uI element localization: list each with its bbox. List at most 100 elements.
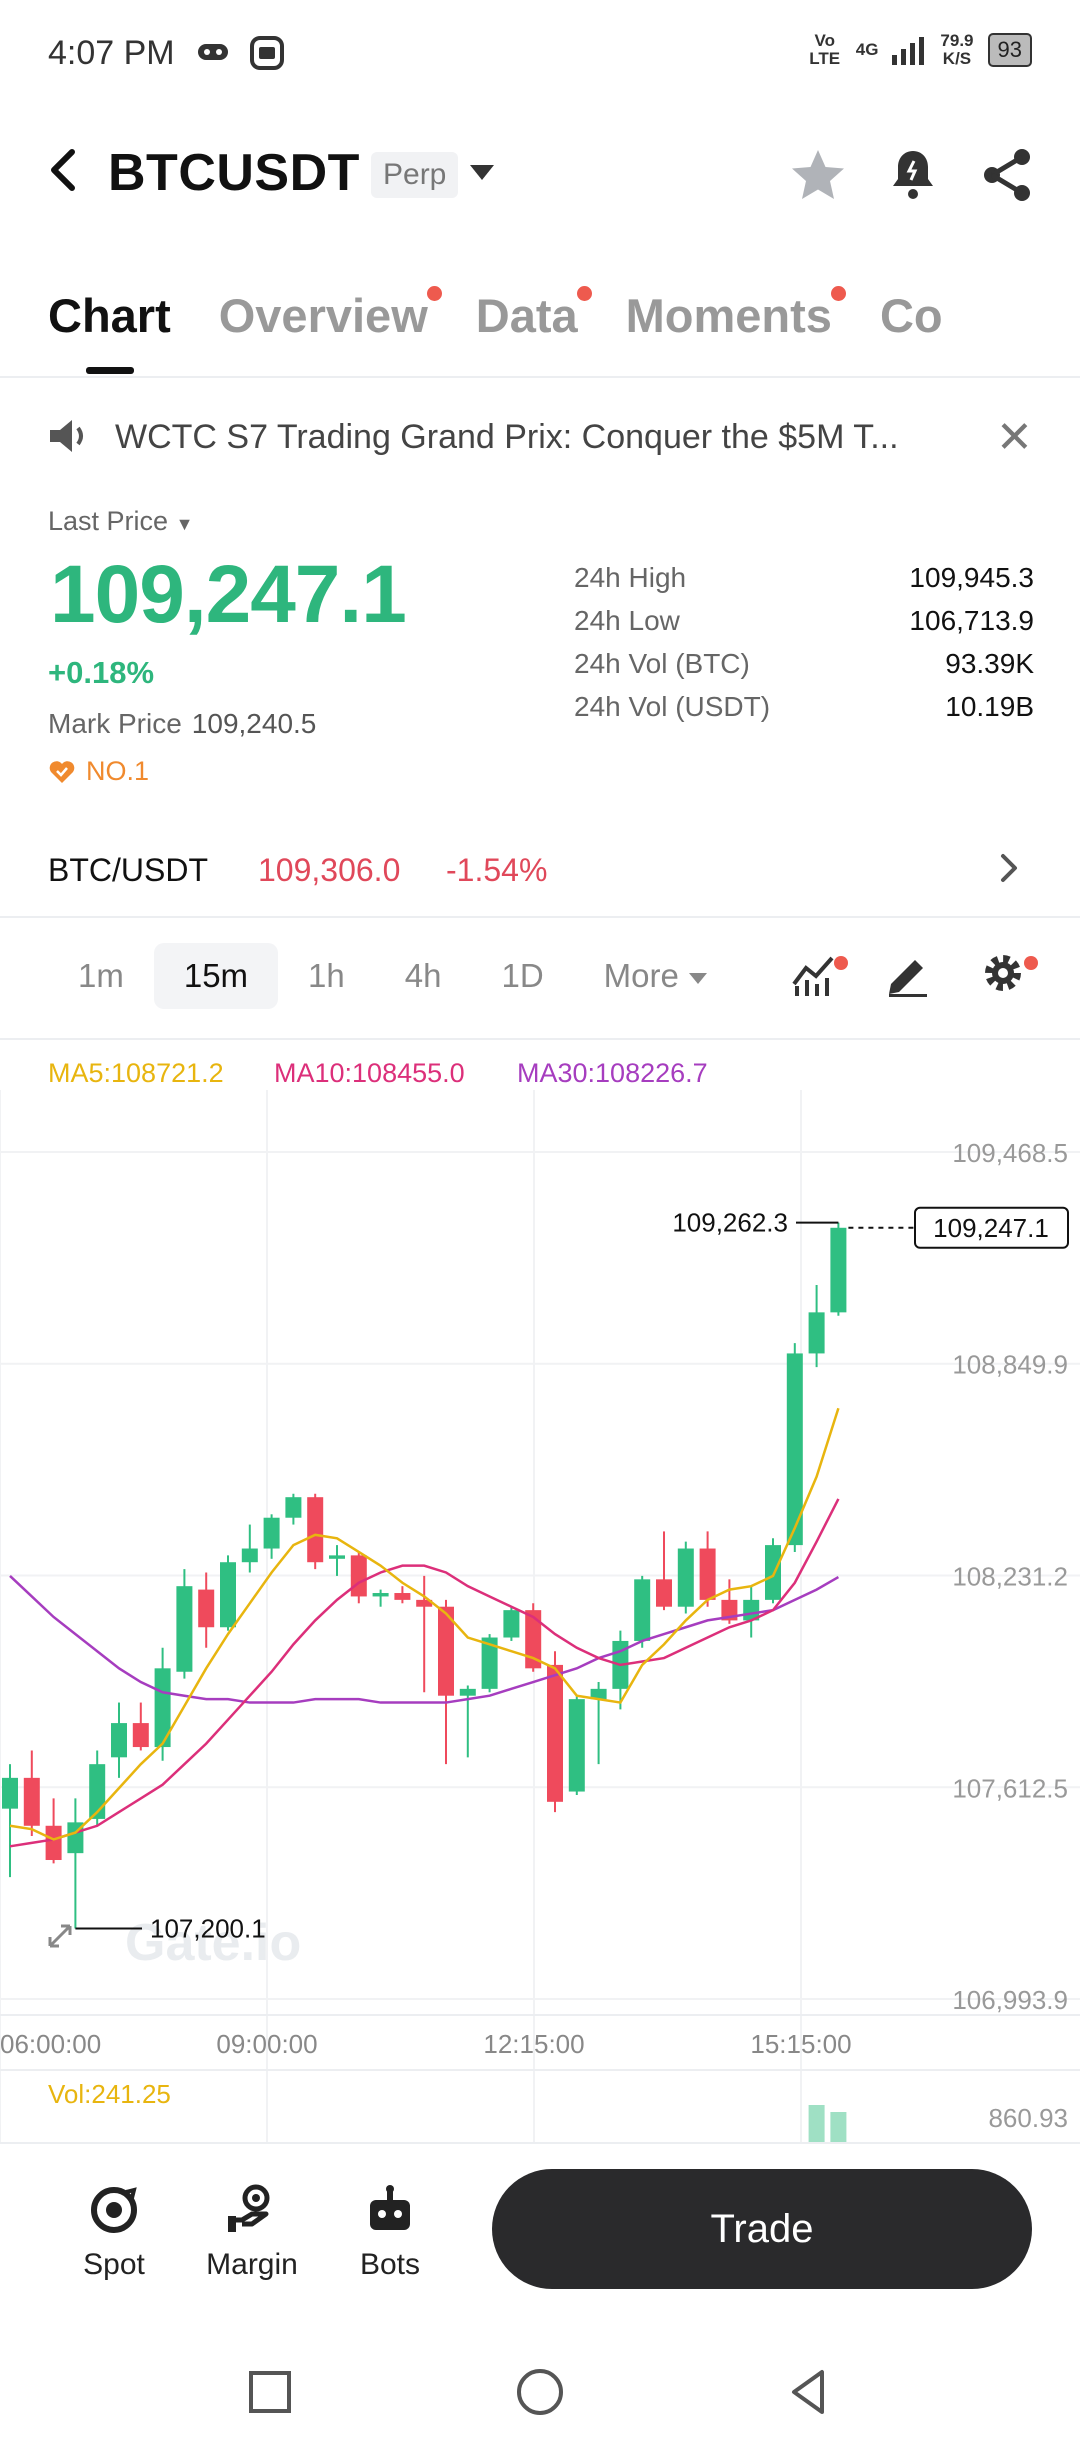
candle-body	[198, 1589, 215, 1628]
contract-type-badge: Perp	[371, 152, 459, 198]
candle-body	[699, 1548, 716, 1600]
candle-body	[241, 1548, 258, 1563]
trade-button[interactable]: Trade	[492, 2169, 1032, 2289]
candle-body	[677, 1548, 694, 1607]
ma10-legend: MA10:108455.0	[274, 1058, 465, 1088]
candle-body	[89, 1764, 106, 1819]
interval-4h[interactable]: 4h	[404, 957, 442, 994]
candle-body	[394, 1593, 411, 1600]
divider	[0, 376, 1080, 378]
x-axis-label: 15:15:00	[750, 2029, 851, 2059]
spot-nav-button[interactable]: Spot	[54, 2180, 174, 2282]
notification-dot	[576, 286, 592, 301]
notification-dot	[1024, 956, 1038, 970]
candle-body	[503, 1610, 520, 1638]
candle-body	[416, 1599, 433, 1607]
interval-bar: 1m 15m 1h 4h 1D More	[48, 943, 737, 1009]
candle-body	[111, 1723, 127, 1758]
favorite-star-icon[interactable]	[788, 145, 848, 205]
tab-chart[interactable]: Chart	[48, 289, 171, 342]
back-arrow-icon[interactable]	[40, 140, 90, 200]
candle-body	[634, 1579, 651, 1641]
last-price-selector[interactable]: Last Price ▼	[48, 506, 194, 536]
candle-body	[438, 1606, 454, 1696]
stat-24h-vol-usdt: 24h Vol (USDT) 10.19B	[574, 691, 1034, 722]
volte-label: Vo LTE	[809, 31, 841, 68]
candle-body	[350, 1555, 367, 1597]
min-price-label: 107,200.1	[150, 1913, 266, 1943]
ma10-line	[9, 1498, 840, 1848]
divider	[0, 916, 1080, 918]
battery-indicator: 93	[987, 33, 1032, 67]
stat-24h-high: 24h High 109,945.3	[574, 562, 1034, 593]
interval-1h[interactable]: 1h	[308, 957, 345, 994]
candle-body	[786, 1353, 803, 1546]
candle-body	[481, 1637, 498, 1689]
vpn-icon	[250, 36, 284, 70]
margin-nav-button[interactable]: Margin	[192, 2180, 312, 2282]
candle-body	[459, 1688, 476, 1696]
ma5-legend: MA5:108721.2	[48, 1058, 224, 1088]
stat-24h-vol-btc: 24h Vol (BTC) 93.39K	[574, 648, 1034, 679]
y-axis-label: 109,468.5	[952, 1138, 1068, 1168]
stat-24h-low: 24h Low 106,713.9	[574, 605, 1034, 636]
speed-readout: 79.9 K/S	[940, 31, 974, 68]
candlestick-chart[interactable]: Gate.io 109,468.5 108,849.9 108,231.2 107,61…	[0, 1090, 1080, 2142]
y-axis-label: 107,612.5	[952, 1773, 1068, 1803]
candle-body	[656, 1579, 672, 1607]
tab-data[interactable]: Data	[476, 286, 592, 343]
candle-body	[23, 1777, 40, 1826]
symbol-dropdown-icon[interactable]	[470, 165, 494, 180]
candle-body	[176, 1586, 193, 1672]
volume-bar	[808, 2105, 825, 2142]
divider	[0, 2142, 1080, 2144]
chevron-right-icon[interactable]	[994, 848, 1024, 888]
notification-dot	[834, 956, 848, 970]
max-price-label: 109,262.3	[672, 1208, 788, 1238]
spot-pair: BTC/USDT	[48, 852, 208, 888]
share-icon[interactable]	[978, 145, 1038, 205]
draw-pencil-icon[interactable]	[883, 948, 933, 998]
status-icons: Vo LTE 4G 79.9 K/S 93	[808, 32, 1032, 68]
notification-dot	[830, 286, 846, 301]
candle-body	[285, 1497, 302, 1518]
close-icon[interactable]: ✕	[996, 413, 1033, 462]
announcement-text[interactable]: WCTC S7 Trading Grand Prix: Conquer the …	[115, 418, 899, 456]
back-icon[interactable]	[780, 2362, 840, 2422]
candle-body	[220, 1562, 236, 1628]
y-axis-label: 108,231.2	[952, 1562, 1068, 1592]
margin-icon	[228, 2184, 270, 2232]
current-price-label: 109,247.1	[933, 1213, 1049, 1243]
interval-1d[interactable]: 1D	[501, 957, 544, 994]
ma30-legend: MA30:108226.7	[517, 1058, 708, 1088]
x-axis-label: 06:00:00	[0, 2029, 101, 2059]
symbol-title[interactable]: BTCUSDT	[108, 144, 360, 202]
interval-15m[interactable]: 15m	[153, 943, 279, 1009]
x-axis-label: 09:00:00	[216, 2029, 317, 2059]
recent-apps-icon[interactable]	[240, 2362, 300, 2422]
tab-moments[interactable]: Moments	[626, 286, 846, 343]
price-alert-bell-icon[interactable]	[883, 145, 943, 205]
interval-more-dropdown[interactable]: More	[574, 943, 737, 1009]
tab-overflow-fade	[955, 280, 1080, 360]
speaker-icon	[46, 416, 92, 456]
x-axis-label: 12:15:00	[483, 2029, 584, 2059]
rank-badge[interactable]: NO.1	[48, 756, 149, 787]
volume-max-label: 860.93	[988, 2103, 1068, 2133]
home-icon[interactable]	[510, 2362, 570, 2422]
status-time: 4:07 PM	[48, 34, 175, 72]
bot-icon	[370, 2185, 410, 2230]
price-change: +0.18%	[48, 655, 155, 690]
tab-co[interactable]: Co	[879, 289, 943, 342]
interval-1m[interactable]: 1m	[78, 957, 124, 994]
settings-gear-icon[interactable]	[978, 948, 1028, 998]
volume-label: Vol:241.25	[48, 2079, 171, 2109]
candle-body	[132, 1723, 149, 1748]
bots-nav-button[interactable]: Bots	[330, 2180, 450, 2282]
watermark: Gate.io	[125, 1914, 301, 1972]
tab-overview[interactable]: Overview	[219, 286, 442, 343]
candle-body	[765, 1545, 781, 1600]
spot-change: -1.54%	[446, 852, 548, 888]
indicators-icon[interactable]	[790, 948, 840, 998]
divider	[0, 1038, 1080, 1040]
